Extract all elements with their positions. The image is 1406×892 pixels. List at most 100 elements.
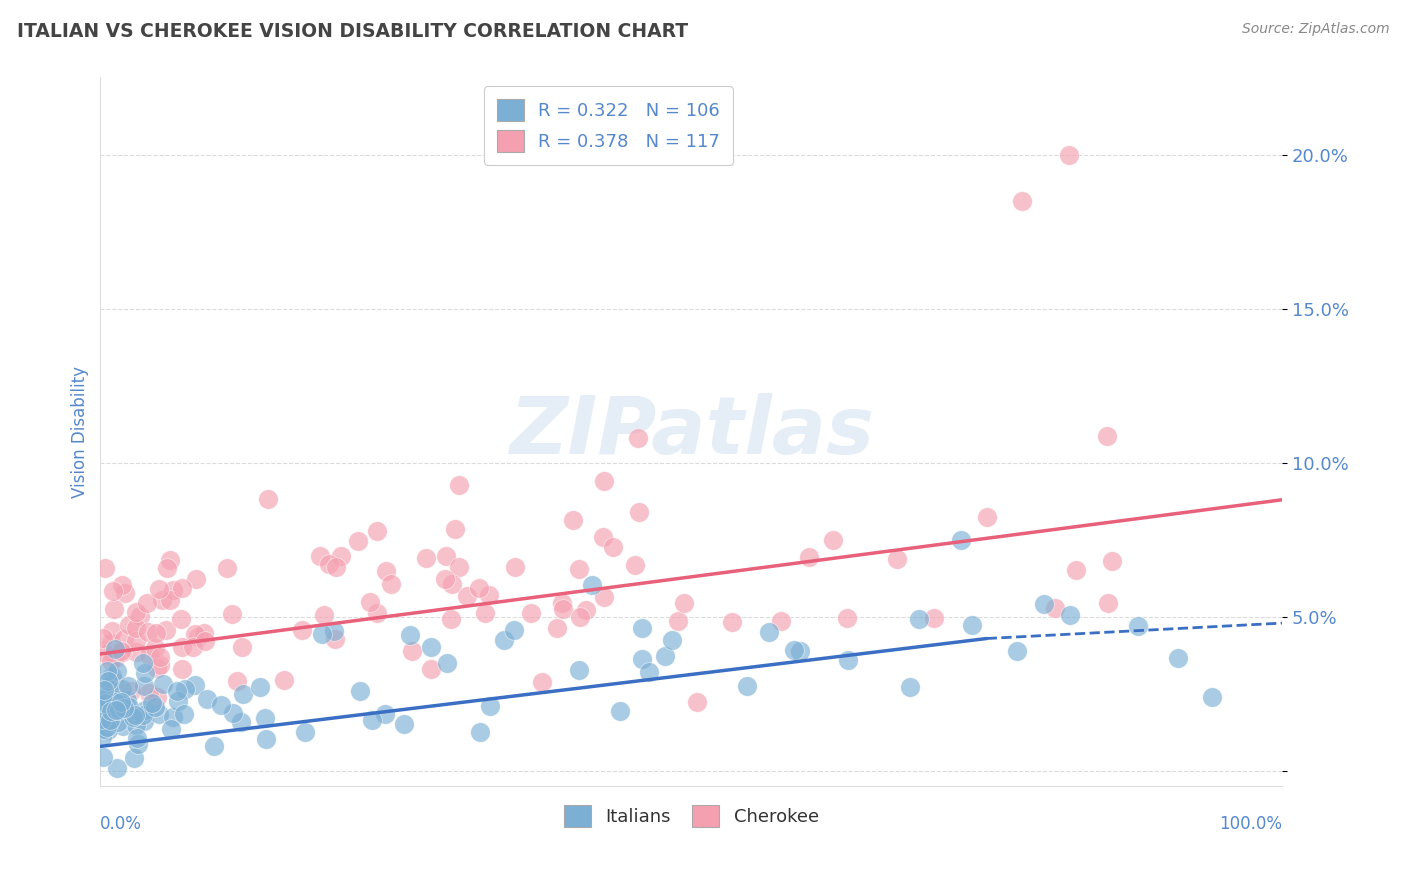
Point bbox=[222, 706, 245, 721]
Point bbox=[1059, 147, 1081, 161]
Point bbox=[100, 700, 122, 714]
Point bbox=[366, 524, 388, 538]
Point bbox=[789, 644, 811, 658]
Point bbox=[97, 710, 120, 724]
Legend: Italians, Cherokee: Italians, Cherokee bbox=[557, 797, 827, 834]
Point bbox=[94, 648, 117, 662]
Point bbox=[112, 701, 135, 715]
Point bbox=[96, 674, 118, 689]
Point bbox=[141, 696, 163, 710]
Point bbox=[94, 690, 117, 704]
Point bbox=[167, 694, 190, 708]
Point bbox=[273, 673, 295, 687]
Point bbox=[311, 626, 333, 640]
Point bbox=[96, 664, 118, 678]
Point bbox=[132, 707, 155, 722]
Point bbox=[380, 576, 402, 591]
Point bbox=[551, 596, 574, 610]
Point bbox=[215, 561, 238, 575]
Text: 0.0%: 0.0% bbox=[100, 815, 142, 833]
Point bbox=[118, 700, 141, 714]
Point bbox=[720, 615, 742, 630]
Point bbox=[737, 679, 759, 693]
Point bbox=[546, 621, 568, 635]
Point bbox=[581, 577, 603, 591]
Y-axis label: Vision Disability: Vision Disability bbox=[72, 366, 89, 498]
Point bbox=[631, 621, 654, 635]
Point bbox=[149, 658, 172, 673]
Point bbox=[195, 692, 218, 706]
Point bbox=[98, 713, 121, 727]
Point bbox=[349, 683, 371, 698]
Point bbox=[593, 474, 616, 488]
Point bbox=[474, 607, 496, 621]
Point bbox=[98, 715, 121, 730]
Point bbox=[184, 627, 207, 641]
Point bbox=[908, 612, 931, 626]
Point bbox=[143, 700, 166, 714]
Point bbox=[121, 710, 143, 724]
Point bbox=[173, 682, 195, 697]
Point bbox=[124, 634, 146, 648]
Point bbox=[209, 698, 232, 712]
Point bbox=[127, 731, 149, 746]
Point bbox=[91, 749, 114, 764]
Point bbox=[441, 577, 464, 591]
Point bbox=[104, 703, 127, 717]
Point bbox=[323, 624, 346, 638]
Point bbox=[624, 558, 647, 572]
Point bbox=[170, 612, 193, 626]
Point bbox=[159, 553, 181, 567]
Point bbox=[291, 623, 314, 637]
Point bbox=[256, 492, 278, 507]
Point bbox=[91, 694, 114, 708]
Point bbox=[323, 632, 346, 646]
Point bbox=[120, 684, 142, 698]
Point bbox=[886, 552, 908, 566]
Point bbox=[183, 640, 205, 654]
Point bbox=[110, 644, 132, 658]
Point bbox=[124, 645, 146, 659]
Point bbox=[628, 504, 651, 518]
Point bbox=[637, 665, 659, 679]
Point bbox=[100, 669, 122, 683]
Point bbox=[159, 593, 181, 607]
Point bbox=[172, 581, 194, 595]
Point bbox=[835, 611, 858, 625]
Point bbox=[148, 582, 170, 596]
Point bbox=[561, 513, 583, 527]
Point bbox=[477, 588, 499, 602]
Point bbox=[111, 578, 134, 592]
Point bbox=[107, 715, 129, 730]
Point bbox=[91, 712, 114, 726]
Point bbox=[170, 640, 193, 654]
Point bbox=[898, 681, 921, 695]
Point bbox=[100, 704, 122, 718]
Point bbox=[93, 631, 115, 645]
Point bbox=[1097, 428, 1119, 442]
Point bbox=[90, 730, 112, 744]
Point bbox=[187, 630, 209, 644]
Point bbox=[1097, 596, 1119, 610]
Point bbox=[433, 573, 456, 587]
Point bbox=[254, 731, 277, 746]
Point bbox=[111, 682, 134, 697]
Point bbox=[108, 703, 131, 717]
Point bbox=[551, 601, 574, 615]
Point bbox=[960, 618, 983, 632]
Point bbox=[105, 761, 128, 775]
Point bbox=[503, 559, 526, 574]
Point bbox=[823, 533, 845, 547]
Point bbox=[152, 677, 174, 691]
Point bbox=[1033, 597, 1056, 611]
Point bbox=[112, 632, 135, 646]
Point bbox=[160, 722, 183, 736]
Point bbox=[309, 549, 332, 564]
Point bbox=[531, 674, 554, 689]
Point bbox=[202, 739, 225, 753]
Point bbox=[100, 636, 122, 650]
Point bbox=[797, 549, 820, 564]
Point bbox=[114, 586, 136, 600]
Point bbox=[93, 723, 115, 737]
Point bbox=[107, 693, 129, 707]
